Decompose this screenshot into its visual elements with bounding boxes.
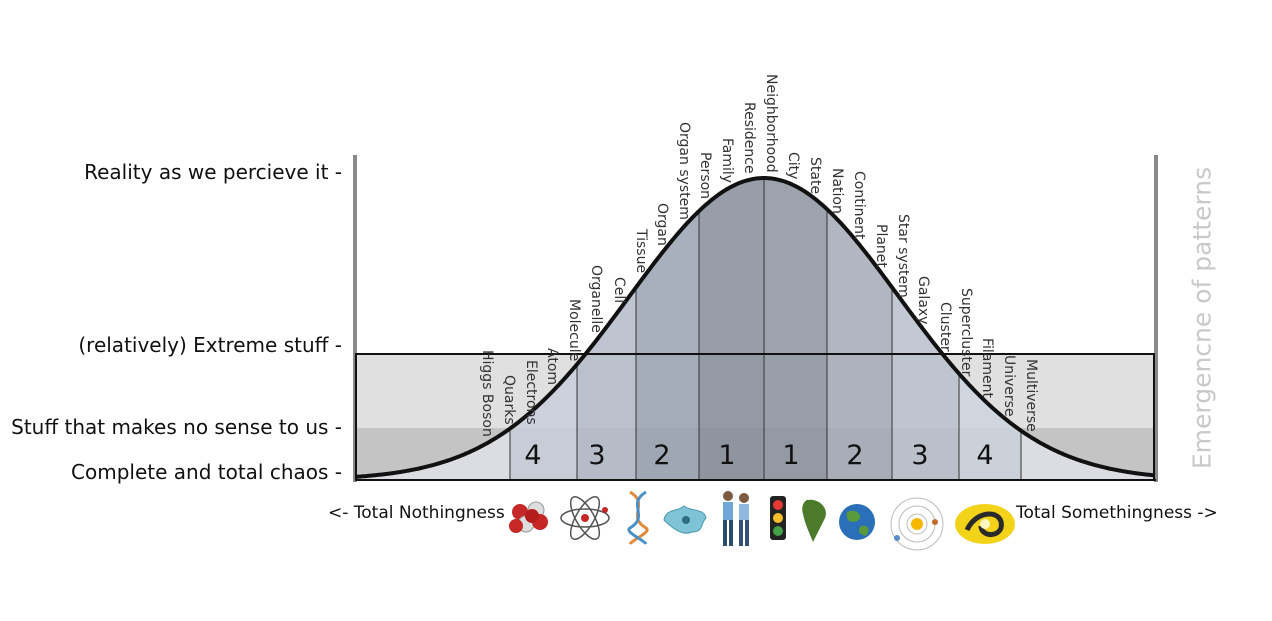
scale-label: Family (719, 137, 735, 183)
scale-label: Nation (829, 168, 845, 214)
band-number: 4 (524, 440, 542, 471)
galaxy-icon (955, 504, 1015, 544)
level-label: Stuff that makes no sense to us - (11, 415, 342, 439)
scale-label: Organ system (676, 121, 692, 220)
bell-curve (354, 176, 1156, 479)
curve-section (577, 178, 636, 480)
scale-label: Continent (851, 171, 867, 240)
curve-section (764, 178, 827, 480)
scale-label: Tissue (633, 229, 649, 274)
level-label: Reality as we percieve it - (84, 160, 342, 184)
band-number: 2 (846, 440, 864, 471)
scale-label: Universe (1001, 354, 1017, 417)
scale-label: State (807, 156, 823, 194)
scale-label: Electrons (523, 360, 539, 425)
scale-label: Organ (654, 202, 670, 246)
atom-orbit-icon (560, 495, 610, 541)
scale-label: Quarks (501, 375, 517, 425)
scale-label: City (785, 152, 801, 180)
band-number: 4 (976, 440, 994, 471)
scale-label: Planet (873, 223, 889, 268)
scale-label: Cluster (937, 302, 953, 352)
scale-label: Molecule (566, 298, 582, 361)
scale-label: Supercluster (958, 288, 974, 377)
band-number: 3 (911, 440, 929, 471)
scale-label: Cell (611, 277, 627, 304)
scale-label: Galaxy (915, 276, 931, 325)
scale-label: Atom (544, 347, 560, 385)
solar-system-icon (890, 497, 944, 551)
people-icon (723, 491, 749, 546)
scale-label: Multiverse (1023, 358, 1039, 432)
band-number: 3 (588, 440, 606, 471)
scale-label: Star system (895, 213, 911, 298)
scale-label: Person (697, 151, 713, 199)
scale-label: Higgs Boson (479, 349, 495, 437)
cell-icon (663, 505, 707, 534)
x-left-label: <- Total Nothingness (328, 503, 505, 523)
scale-label: Residence (741, 101, 757, 174)
x-right-label: Total Somethingness -> (1016, 503, 1218, 523)
atom-nucleus-icon (509, 501, 548, 533)
earth-icon (839, 504, 875, 540)
scale-label: Neighborhood (763, 73, 779, 173)
band-number: 2 (653, 440, 671, 471)
level-label: Complete and total chaos - (71, 460, 342, 484)
scale-label: Filament (979, 337, 995, 398)
band-number: 1 (782, 440, 800, 471)
curve-section (699, 178, 764, 480)
section-dividers (509, 178, 1022, 480)
continent-icon (802, 499, 826, 542)
level-label: (relatively) Extreme stuff - (78, 333, 342, 357)
band-number: 1 (718, 440, 736, 471)
side-label: Emergencne of patterns (1187, 166, 1217, 470)
traffic-light-icon (770, 496, 786, 540)
dna-icon (627, 490, 649, 545)
scale-label: Organelle (588, 265, 604, 334)
